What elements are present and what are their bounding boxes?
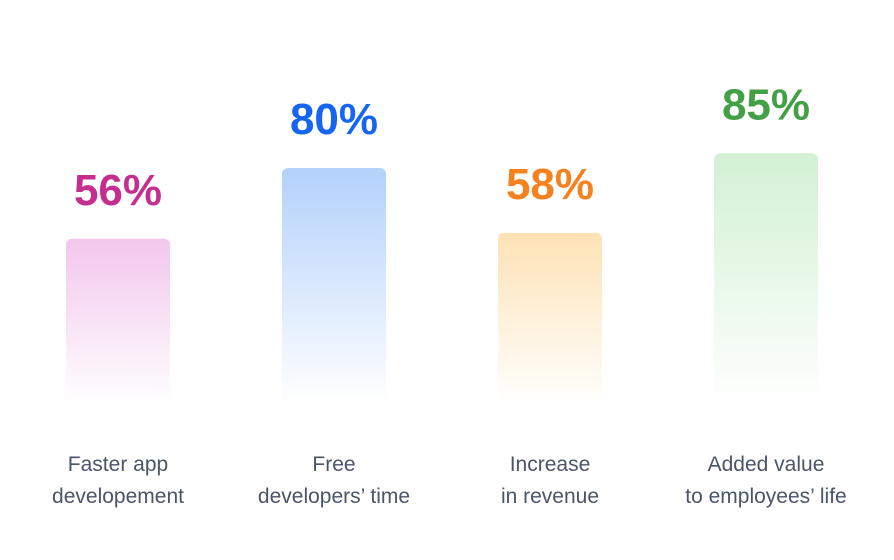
value-labels-group: 56% 80% 58% 85% xyxy=(74,80,810,215)
value-label-1: 56% xyxy=(74,166,162,215)
bar-1 xyxy=(66,238,170,404)
category-label-1-line-2: developement xyxy=(52,485,184,508)
value-label-4: 85% xyxy=(722,80,810,129)
category-label-3-line-2: in revenue xyxy=(501,485,599,508)
category-label-3-line-1: Increase xyxy=(510,453,591,476)
category-label-2-line-2: developers’ time xyxy=(258,485,410,508)
category-label-4-line-1: Added value xyxy=(708,453,825,476)
category-labels-group: Faster app developement Free developers’ ti… xyxy=(52,453,847,508)
category-label-2-line-1: Free xyxy=(312,453,355,476)
category-label-4-line-2: to employees’ life xyxy=(685,485,846,508)
value-label-2: 80% xyxy=(290,95,378,144)
bar-4 xyxy=(714,153,818,404)
bars-group xyxy=(66,153,818,404)
bar-3 xyxy=(498,232,602,404)
category-label-1-line-1: Faster app xyxy=(68,453,168,476)
value-label-3: 58% xyxy=(506,160,594,209)
bar-2 xyxy=(282,168,386,404)
